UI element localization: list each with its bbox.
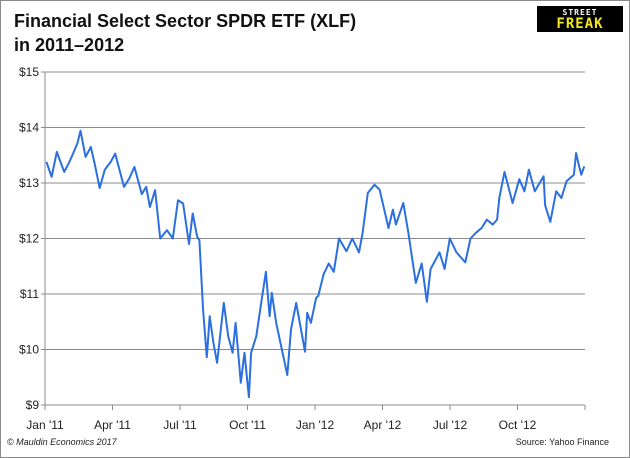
street-freak-logo: STREET FREAK [537,6,623,32]
y-tick-label: $9 [26,398,40,412]
title-line: Financial Select Sector SPDR ETF (XLF) [14,11,357,31]
y-tick-label: $13 [19,176,39,190]
x-tick-label: Jan '11 [26,418,64,432]
x-tick-label: Jul '12 [433,418,468,432]
source-note: Source: Yahoo Finance [515,437,609,447]
x-tick-label: Apr '11 [94,418,131,432]
subtitle-line: in 2011–2012 [14,35,125,55]
x-tick-label: Oct '12 [499,418,537,432]
y-tick-label: $10 [19,343,39,357]
y-tick-label: $15 [19,65,39,79]
y-tick-label: $12 [19,232,39,246]
copyright-credit: © Mauldin Economics 2017 [7,437,117,447]
logo-line-2: FREAK [556,16,604,32]
x-tick-label: Jan '12 [296,418,335,432]
x-tick-label: Oct '11 [229,418,266,432]
x-tick-label: Apr '12 [364,418,402,432]
chart-title: Financial Select Sector SPDR ETF (XLF) i… [14,9,356,57]
x-tick-label: Jul '11 [163,418,197,432]
y-tick-label: $14 [19,121,39,135]
logo-line-1: STREET [562,8,598,17]
xlf-price-line [45,129,586,399]
y-tick-label: $11 [20,287,39,301]
